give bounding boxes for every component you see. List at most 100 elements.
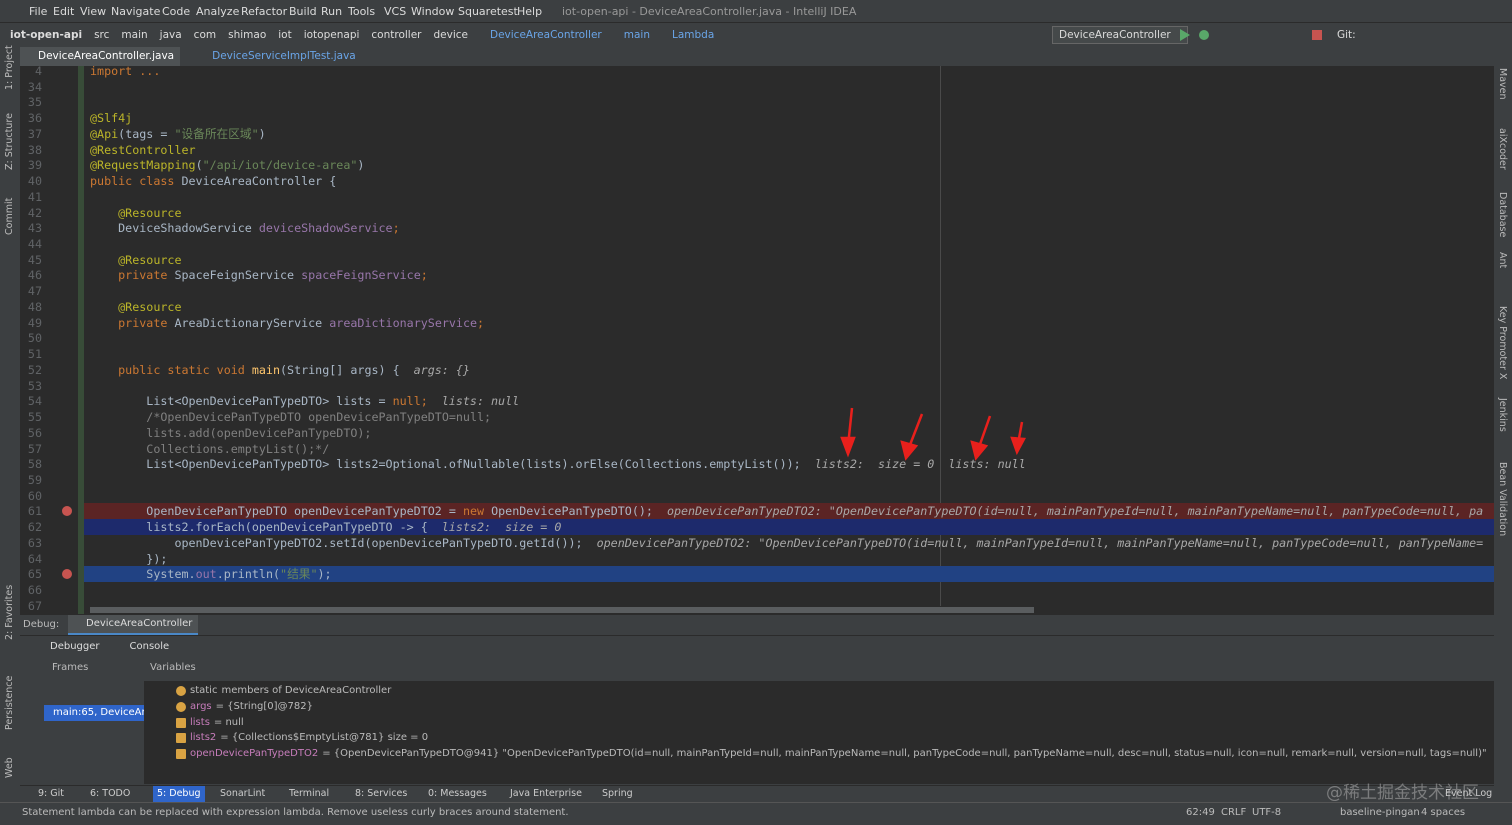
- debug-tab[interactable]: Console: [129, 641, 170, 652]
- frame-item[interactable]: main:65, DeviceAre: [44, 705, 144, 721]
- code-token: (: [195, 158, 203, 173]
- line-number: 53: [27, 378, 42, 393]
- breadcrumb[interactable]: main: [121, 29, 148, 41]
- breakpoint[interactable]: [62, 506, 72, 517]
- menu-item[interactable]: View: [80, 5, 107, 18]
- breadcrumb[interactable]: src: [94, 29, 110, 41]
- git-branch[interactable]: baseline-pingan: [1340, 807, 1420, 818]
- debug-tab[interactable]: Debugger: [50, 641, 100, 652]
- line-number: 41: [27, 189, 42, 204]
- run-button[interactable]: [1180, 29, 1190, 41]
- menu-item[interactable]: Squaretest: [458, 5, 518, 18]
- tool-window-tab[interactable]: 8: Services: [355, 788, 408, 799]
- code-text: lists.add(openDevicePanTypeDTO);: [90, 425, 371, 441]
- debug-session-tab[interactable]: DeviceAreaController: [68, 615, 199, 635]
- tool-window-tab[interactable]: 0: Messages: [428, 788, 487, 799]
- variable-icon: [176, 686, 186, 696]
- code-token: );: [317, 567, 332, 582]
- window-title: iot-open-api - DeviceAreaController.java…: [562, 5, 857, 18]
- breadcrumb[interactable]: shimao: [228, 29, 267, 41]
- menu-item[interactable]: Build: [289, 5, 317, 18]
- code-line: 40 public class DeviceAreaController {: [20, 173, 1494, 189]
- tool-window-tab[interactable]: Java Enterprise: [510, 788, 582, 799]
- line-number: 46: [27, 268, 42, 283]
- menu-item[interactable]: Help: [517, 5, 543, 18]
- line-separator[interactable]: CRLF: [1221, 807, 1247, 818]
- tool-window-button[interactable]: aiXcoder: [1497, 128, 1508, 170]
- line-number: 36: [27, 111, 42, 126]
- code-text: });: [90, 551, 167, 567]
- menu-item[interactable]: Refactor: [241, 5, 288, 18]
- breadcrumb[interactable]: main: [623, 29, 650, 41]
- tool-window-tab[interactable]: Spring: [602, 788, 633, 799]
- code-line: 36 @Slf4j: [20, 110, 1494, 126]
- code-token: ;: [477, 315, 485, 330]
- breadcrumb[interactable]: iot-open-api: [10, 29, 83, 41]
- breadcrumb[interactable]: DeviceAreaController: [490, 29, 602, 41]
- line-number: 50: [27, 331, 42, 346]
- code-line: 46 private SpaceFeignService spaceFeignS…: [20, 267, 1494, 283]
- menu-item[interactable]: Run: [321, 5, 343, 18]
- line-number: 58: [27, 457, 42, 472]
- breadcrumb[interactable]: device: [433, 29, 469, 41]
- tool-window-button[interactable]: Web: [4, 757, 15, 778]
- line-number: 43: [27, 221, 42, 236]
- breadcrumb[interactable]: com: [193, 29, 217, 41]
- menu-item[interactable]: Navigate: [111, 5, 161, 18]
- tool-window-button[interactable]: Database: [1497, 192, 1508, 238]
- line-number: 37: [27, 126, 42, 141]
- line-number: 61: [27, 504, 42, 519]
- code-text: @Resource: [90, 252, 181, 268]
- menu-item[interactable]: Window: [411, 5, 455, 18]
- menu-item[interactable]: File: [29, 5, 48, 18]
- tool-window-button[interactable]: Persistence: [4, 675, 15, 730]
- horizontal-scrollbar[interactable]: [90, 607, 1034, 613]
- tool-window-button[interactable]: 2: Favorites: [4, 584, 15, 640]
- variable-row[interactable]: static members of DeviceAreaController: [176, 685, 391, 696]
- line-number: 4: [34, 64, 42, 78]
- variable-row[interactable]: lists2 = {Collections$EmptyList@781} size…: [176, 732, 428, 744]
- menu-item[interactable]: VCS: [384, 5, 407, 18]
- encoding[interactable]: UTF-8: [1252, 807, 1282, 818]
- tool-window-button[interactable]: Bean Validation: [1497, 462, 1508, 537]
- tool-window-tab[interactable]: 9: Git: [38, 788, 64, 799]
- debug-button[interactable]: [1199, 30, 1209, 40]
- debug-header: Debug: DeviceAreaController: [20, 615, 1494, 636]
- variable-row[interactable]: lists = null: [176, 717, 244, 728]
- breadcrumb[interactable]: iot: [278, 29, 292, 41]
- tool-window-button[interactable]: Z: Structure: [4, 113, 15, 170]
- code-token: List<OpenDevicePanTypeDTO> lists =: [90, 394, 393, 409]
- tool-window-tab[interactable]: Terminal: [289, 788, 330, 799]
- breakpoint[interactable]: [62, 569, 72, 580]
- menu-item[interactable]: Edit: [53, 5, 75, 18]
- tool-window-tab[interactable]: Event Log: [1445, 788, 1493, 799]
- editor-tabs: DeviceAreaController.java DeviceServiceIm…: [20, 47, 1494, 68]
- tool-window-tab[interactable]: 5: Debug: [153, 786, 205, 802]
- tool-window-button[interactable]: 1: Project: [4, 45, 15, 90]
- variable-row[interactable]: openDevicePanTypeDTO2 = {OpenDevicePanTyp…: [176, 748, 1487, 760]
- breadcrumb[interactable]: controller: [371, 29, 422, 41]
- menu-item[interactable]: Analyze: [196, 5, 240, 18]
- variable-row[interactable]: args = {String[0]@782}: [176, 701, 313, 712]
- indent[interactable]: 4 spaces: [1421, 807, 1466, 818]
- breadcrumb[interactable]: Lambda: [671, 29, 715, 41]
- run-config[interactable]: DeviceAreaController: [1052, 26, 1188, 44]
- menu-item[interactable]: Tools: [348, 5, 376, 18]
- editor-tab[interactable]: DeviceServiceImplTest.java: [212, 50, 356, 62]
- tool-window-tab[interactable]: SonarLint: [220, 788, 266, 799]
- tool-window-button[interactable]: Commit: [4, 197, 15, 235]
- line-number: 44: [27, 237, 42, 252]
- menu-item[interactable]: Code: [162, 5, 191, 18]
- code-line: 57 Collections.emptyList();*/: [20, 441, 1494, 457]
- breadcrumb[interactable]: java: [159, 29, 182, 41]
- caret-position[interactable]: 62:49: [1186, 807, 1215, 818]
- tool-window-button[interactable]: Jenkins: [1497, 398, 1508, 432]
- tool-window-button[interactable]: Ant: [1497, 252, 1508, 269]
- tool-window-button[interactable]: Maven: [1497, 68, 1508, 100]
- stop-button[interactable]: [1312, 30, 1322, 40]
- code-token: ;: [420, 268, 428, 283]
- code-token: @RequestMapping: [90, 158, 196, 173]
- tool-window-tab[interactable]: 6: TODO: [90, 788, 131, 799]
- breadcrumb[interactable]: iotopenapi: [303, 29, 360, 41]
- tool-window-button[interactable]: Key Promoter X: [1497, 306, 1508, 380]
